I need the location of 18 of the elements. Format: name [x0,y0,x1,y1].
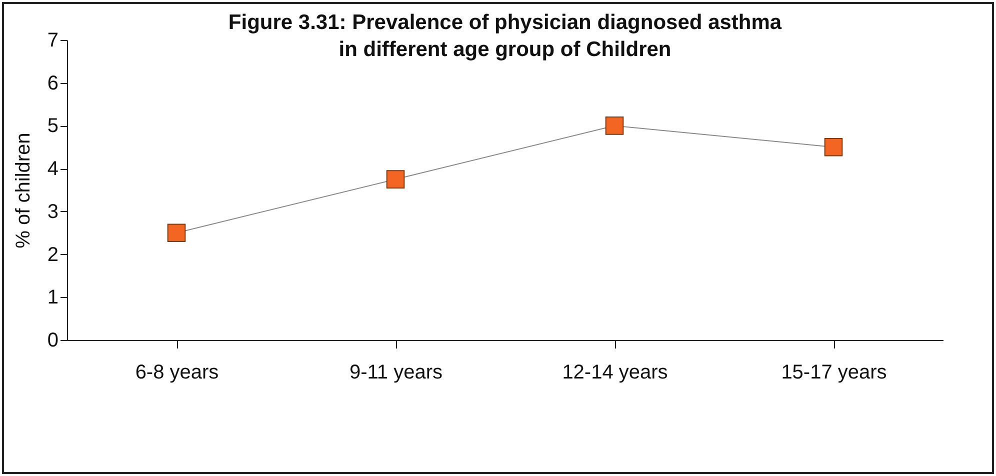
x-tick-label: 12-14 years [562,362,668,384]
chart-title: Figure 3.31: Prevalence of physician diagnosed asthma in different age group of Children [228,11,782,61]
point [605,116,624,135]
y-tick-label: 4 [47,158,58,180]
point [824,138,843,156]
x-tick-label: 9-11 years [349,362,443,384]
y-tick-label: 3 [47,200,58,223]
y-tick-label: 1 [47,286,58,309]
x-tick-label: 15-17 years [781,362,887,384]
y-tick-label: 5 [47,115,58,138]
y-tick-label: 2 [47,244,58,266]
y-axis-title: % of children [12,132,34,248]
x-tick-label: 6-8 years [135,362,219,384]
y-tick-label: 0 [47,330,58,352]
y-tick-label: 6 [47,72,58,94]
y-tick-label: 7 [47,30,58,52]
point [167,224,186,242]
point [386,170,405,188]
